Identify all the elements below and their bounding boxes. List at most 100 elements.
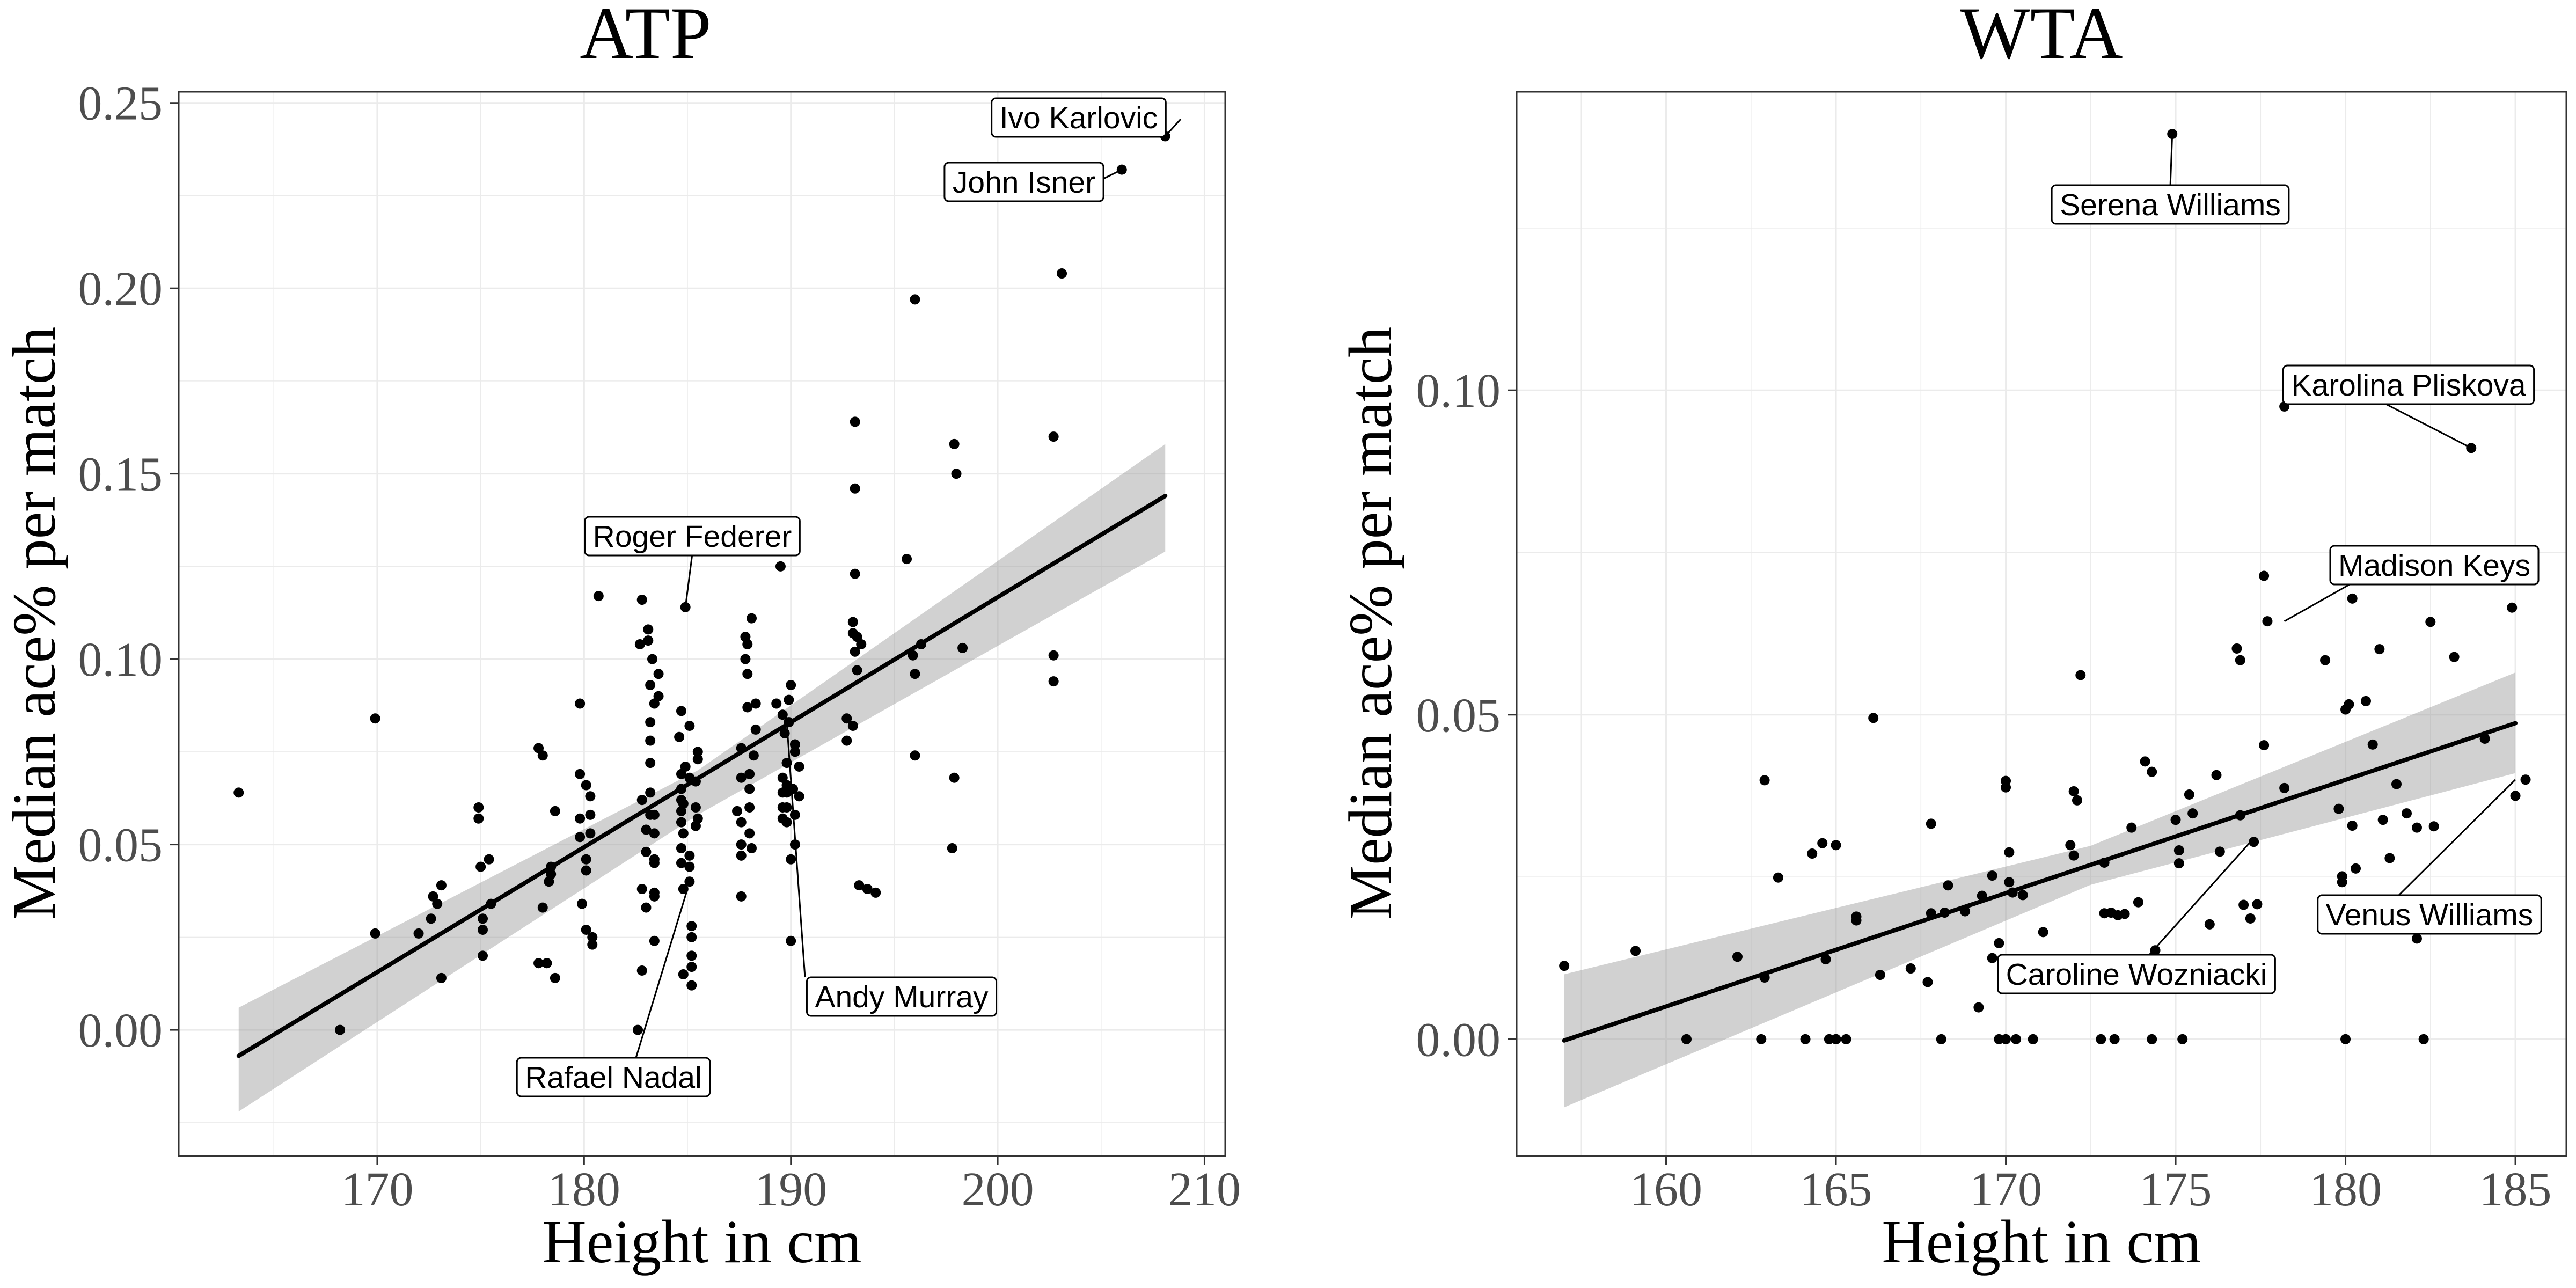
atp-data-point <box>690 802 701 813</box>
atp-data-point <box>736 891 747 902</box>
atp-y-tick-label: 0.10 <box>78 633 163 686</box>
wta-annotation-label: Venus Williams <box>2317 894 2542 935</box>
atp-annotation-label: Roger Federer <box>584 516 801 557</box>
atp-data-point <box>794 762 804 772</box>
wta-y-tick-label: 0.05 <box>1416 689 1501 742</box>
atp-data-point <box>370 713 380 724</box>
wta-annotation-box <box>2051 184 2290 225</box>
wta-y-axis-title: Median ace% per match <box>1336 327 1404 920</box>
wta-data-point <box>2119 909 2130 919</box>
atp-data-point <box>585 791 596 802</box>
wta-data-point <box>1994 938 2004 948</box>
atp-y-axis-title: Median ace% per match <box>0 327 68 920</box>
atp-data-point <box>789 747 800 757</box>
wta-annotation-label: Madison Keys <box>2329 545 2540 586</box>
wta-data-point <box>2147 766 2157 777</box>
atp-data-point <box>852 632 862 642</box>
wta-data-point <box>2096 1034 2106 1044</box>
atp-data-point <box>794 791 804 802</box>
atp-data-point <box>686 950 697 961</box>
atp-data-point <box>585 828 596 839</box>
atp-data-point <box>676 817 686 828</box>
atp-data-point <box>951 469 962 479</box>
atp-data-point <box>957 642 968 653</box>
wta-data-point <box>1831 840 1841 851</box>
wta-data-point <box>2245 913 2256 924</box>
wta-annotation-label: Caroline Wozniacki <box>1997 954 2276 994</box>
atp-points <box>233 131 1170 1035</box>
wta-data-point <box>2072 795 2082 806</box>
atp-y-axis: 0.00 0.05 0.10 0.15 0.20 0.25 <box>78 77 179 1057</box>
wta-plot-border <box>1516 91 2567 1157</box>
wta-data-point <box>1681 1034 1692 1044</box>
wta-data-point <box>2374 644 2385 655</box>
wta-annotation-leader <box>2382 401 2472 449</box>
atp-data-point <box>636 595 647 605</box>
atp-annotation-box <box>516 1057 711 1097</box>
atp-data-point <box>1048 431 1059 442</box>
wta-data-point <box>2279 782 2290 793</box>
wta-data-point <box>1922 977 1933 987</box>
atp-annotation-box <box>943 162 1104 202</box>
atp-data-point <box>641 902 652 913</box>
wta-data-point <box>1987 870 1997 881</box>
wta-confidence-band <box>1564 672 2516 1108</box>
atp-data-point <box>581 925 591 935</box>
wta-data-point <box>1759 775 1770 786</box>
atp-data-point <box>742 669 753 679</box>
atp-data-point <box>847 617 858 627</box>
wta-x-tick-label: 170 <box>1970 1163 2042 1216</box>
atp-data-point <box>475 861 486 872</box>
wta-data-point <box>2411 822 2422 833</box>
atp-data-point <box>432 898 443 909</box>
wta-annotation-label: Serena Williams <box>2051 184 2290 225</box>
atp-data-point <box>777 709 788 720</box>
wta-data-point <box>2170 815 2181 825</box>
wta-data-point <box>2068 786 2079 796</box>
atp-data-point <box>653 691 664 701</box>
wta-data-point <box>2004 847 2015 858</box>
atp-data-point <box>575 832 586 843</box>
atp-data-point <box>854 880 865 891</box>
atp-data-point <box>736 850 747 861</box>
atp-data-point <box>537 902 548 913</box>
wta-data-point <box>2401 808 2412 819</box>
atp-data-point <box>649 858 660 868</box>
wta-data-point <box>2428 821 2439 832</box>
wta-data-point <box>2211 770 2222 780</box>
wta-data-point <box>2507 602 2518 613</box>
wta-data-point <box>2038 927 2048 938</box>
wta-data-point <box>2177 1034 2188 1044</box>
wta-data-point <box>2235 655 2245 665</box>
atp-data-point <box>676 706 686 716</box>
atp-data-point <box>784 694 794 705</box>
wta-data-point <box>2184 789 2194 800</box>
wta-annotation-text: Madison Keys <box>2338 548 2530 583</box>
wta-data-point <box>1831 1034 1841 1044</box>
wta-data-point <box>2367 739 2378 750</box>
atp-data-point <box>856 639 867 650</box>
atp-y-tick-label: 0.05 <box>78 819 163 872</box>
wta-data-point <box>1973 1002 1984 1013</box>
wta-x-tick-label: 165 <box>1800 1163 1872 1216</box>
atp-data-point <box>585 809 596 820</box>
atp-data-point <box>841 713 852 724</box>
atp-data-point <box>426 913 436 924</box>
atp-data-point <box>645 787 656 798</box>
atp-data-point <box>587 939 598 950</box>
wta-data-point <box>2204 919 2215 930</box>
wta-data-point <box>1936 1034 1946 1044</box>
atp-data-point <box>777 772 788 783</box>
atp-data-point <box>674 731 685 742</box>
wta-data-point <box>2126 822 2137 833</box>
atp-x-tick-label: 200 <box>962 1163 1034 1216</box>
wta-data-point <box>2109 1034 2120 1044</box>
wta-annotation-label: Karolina Pliskova <box>2282 364 2535 405</box>
atp-annotation-text: Rafael Nadal <box>525 1060 702 1095</box>
wta-x-tick-label: 160 <box>1630 1163 1702 1216</box>
wta-y-tick-label: 0.10 <box>1416 364 1501 418</box>
atp-data-point <box>841 735 852 746</box>
wta-data-point <box>2252 899 2263 910</box>
atp-panel: ATP Ivo Karlovic John Isner Roger Federer R… <box>0 0 1241 1276</box>
wta-x-tick-label: 180 <box>2309 1163 2382 1216</box>
